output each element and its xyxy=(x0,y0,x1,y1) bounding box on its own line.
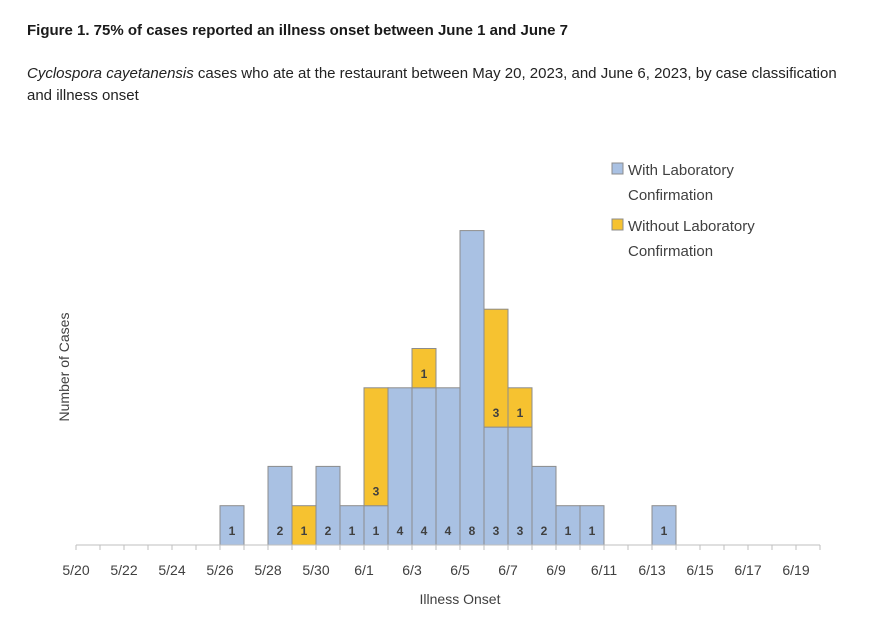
legend: With Laboratory Confirmation Without Labor… xyxy=(611,162,755,260)
bar-lab-confirmed-5-30 xyxy=(315,465,341,546)
x-tick-label-6-13: 6/13 xyxy=(638,562,665,578)
bar-not-lab-confirmed-5-29 xyxy=(291,505,317,546)
bar-label-lab-confirmed-5-28: 2 xyxy=(277,524,284,538)
bar-label-lab-confirmed-6-9: 1 xyxy=(565,524,572,538)
x-axis-title: Illness Onset xyxy=(420,591,501,607)
bar-label-lab-confirmed-6-8: 2 xyxy=(541,524,548,538)
x-tick-label-5-24: 5/24 xyxy=(158,562,185,578)
bar-labels-layer: 1 2 2 1 1 4 4 4 8 3 3 2 1 1 1 1 3 1 3 1 xyxy=(229,367,668,538)
bar-label-lab-confirmed-6-6: 3 xyxy=(493,524,500,538)
x-tick-label-5-26: 5/26 xyxy=(206,562,233,578)
x-tick-label-6-7: 6/7 xyxy=(498,562,518,578)
figure-title: Figure 1. 75% of cases reported an illne… xyxy=(27,22,569,39)
bar-label-lab-confirmed-6-1: 1 xyxy=(373,524,380,538)
bar-label-not-lab-confirmed-6-7: 1 xyxy=(517,406,524,420)
x-tick-label-6-17: 6/17 xyxy=(734,562,761,578)
bar-lab-confirmed-5-28 xyxy=(267,465,293,546)
legend-swatch-lab-confirmed xyxy=(611,162,624,175)
x-tick-label-6-9: 6/9 xyxy=(546,562,566,578)
bar-lab-confirmed-6-6 xyxy=(483,426,509,546)
bar-label-lab-confirmed-6-7: 3 xyxy=(517,524,524,538)
x-tick-label-5-20: 5/20 xyxy=(62,562,89,578)
bar-not-lab-confirmed-6-7 xyxy=(507,387,533,428)
bar-label-lab-confirmed-5-26: 1 xyxy=(229,524,236,538)
bar-label-lab-confirmed-6-4: 4 xyxy=(445,524,452,538)
bar-lab-confirmed-6-5 xyxy=(459,230,485,546)
bar-label-lab-confirmed-6-10: 1 xyxy=(589,524,596,538)
bar-label-not-lab-confirmed-6-3: 1 xyxy=(421,367,428,381)
bar-lab-confirmed-6-2 xyxy=(387,387,413,546)
bar-lab-confirmed-6-13 xyxy=(651,505,677,546)
bar-label-lab-confirmed-6-3: 4 xyxy=(421,524,428,538)
bar-lab-confirmed-6-10 xyxy=(579,505,605,546)
bars-layer xyxy=(219,230,677,546)
bar-lab-confirmed-6-8 xyxy=(531,465,557,546)
x-axis: 5/20 5/22 5/24 5/26 5/28 5/30 6/1 6/3 6/5 6/7 6/9 6… xyxy=(62,544,821,578)
bar-label-not-lab-confirmed-6-6: 3 xyxy=(493,406,500,420)
bar-label-not-lab-confirmed-5-29: 1 xyxy=(301,524,308,538)
x-tick-label-5-30: 5/30 xyxy=(302,562,329,578)
x-tick-label-6-5: 6/5 xyxy=(450,562,470,578)
legend-swatch-not-lab-confirmed xyxy=(611,218,624,231)
subtitle-text: cases who ate at the restaurant between … xyxy=(27,65,837,104)
legend-label-not-lab-confirmed-line2: Confirmation xyxy=(628,243,713,260)
x-tick-label-5-22: 5/22 xyxy=(110,562,137,578)
legend-label-not-lab-confirmed-line1: Without Laboratory xyxy=(628,218,755,235)
bar-not-lab-confirmed-6-3 xyxy=(411,348,437,389)
bar-label-lab-confirmed-6-5: 8 xyxy=(469,524,476,538)
x-tick-label-6-15: 6/15 xyxy=(686,562,713,578)
bar-label-lab-confirmed-5-30: 2 xyxy=(325,524,332,538)
bar-lab-confirmed-6-4 xyxy=(435,387,461,546)
x-tick-label-6-1: 6/1 xyxy=(354,562,374,578)
legend-label-lab-confirmed-line2: Confirmation xyxy=(628,187,713,204)
bar-label-lab-confirmed-6-13: 1 xyxy=(661,524,668,538)
x-tick-label-5-28: 5/28 xyxy=(254,562,281,578)
bar-not-lab-confirmed-6-1 xyxy=(363,387,389,507)
x-tick-label-6-19: 6/19 xyxy=(782,562,809,578)
x-tick-label-6-3: 6/3 xyxy=(402,562,422,578)
bar-label-lab-confirmed-6-2: 4 xyxy=(397,524,404,538)
bar-lab-confirmed-6-1 xyxy=(363,505,389,546)
figure-subtitle: Cyclospora cayetanensis cases who ate at… xyxy=(27,63,857,107)
legend-label-lab-confirmed-line1: With Laboratory xyxy=(628,162,734,179)
bar-lab-confirmed-6-3 xyxy=(411,387,437,546)
bar-label-lab-confirmed-5-31: 1 xyxy=(349,524,356,538)
bar-label-not-lab-confirmed-6-1: 3 xyxy=(373,485,380,499)
y-axis-title: Number of Cases xyxy=(56,313,72,422)
bar-not-lab-confirmed-6-6 xyxy=(483,308,509,428)
bar-lab-confirmed-5-26 xyxy=(219,505,245,546)
subtitle-species: Cyclospora cayetanensis xyxy=(27,65,194,82)
x-tick-label-6-11: 6/11 xyxy=(591,562,617,578)
